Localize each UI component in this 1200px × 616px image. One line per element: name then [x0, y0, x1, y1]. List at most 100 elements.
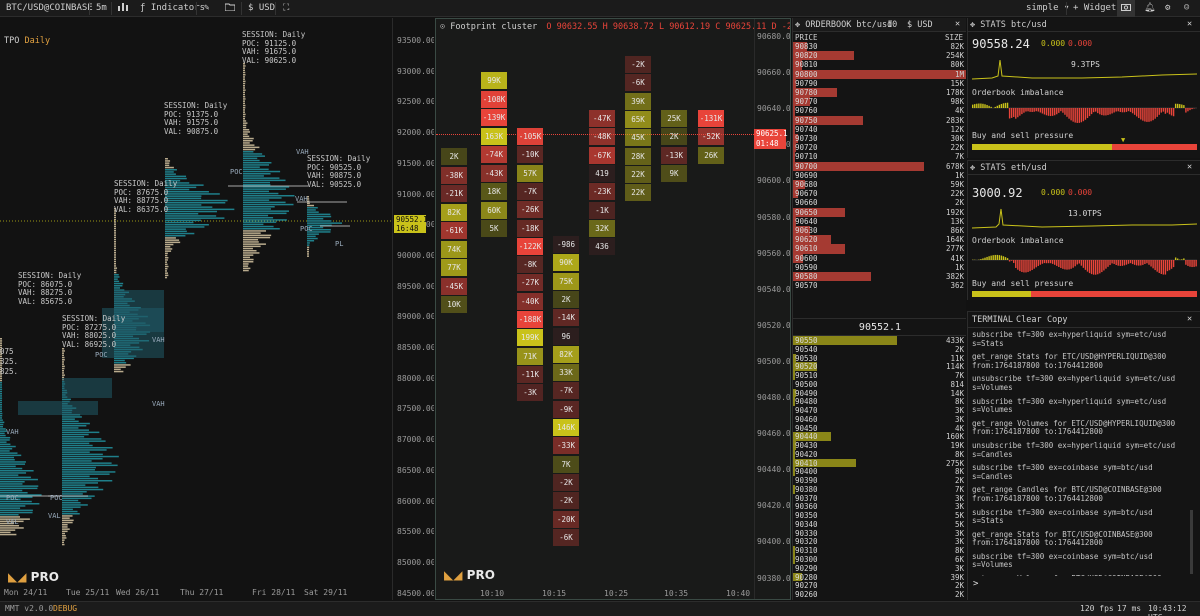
footprint-cell[interactable]: -67K: [589, 146, 615, 164]
drag-handle-icon[interactable]: ✥: [795, 20, 801, 30]
footprint-cell[interactable]: -7K: [517, 182, 543, 200]
orderbook-bid-row[interactable]: 90550 433K: [793, 336, 966, 345]
footprint-cell[interactable]: -13K: [661, 146, 687, 164]
orderbook-ask-row[interactable]: 90690 1K: [793, 171, 966, 180]
orderbook-ask-row[interactable]: 90770 98K: [793, 97, 966, 107]
footprint-cell[interactable]: -7K: [553, 382, 579, 400]
orderbook-ask-row[interactable]: 90650 192K: [793, 207, 966, 217]
notifications-button[interactable]: 🔔︎: [1140, 0, 1159, 17]
orderbook-bid-row[interactable]: 90430 19K: [793, 441, 966, 450]
orderbook-ask-row[interactable]: 90730 30K: [793, 134, 966, 144]
chart-type-button[interactable]: [114, 0, 132, 17]
footprint-cell[interactable]: -6K: [625, 74, 651, 92]
orderbook-ask-row[interactable]: 90600 41K: [793, 253, 966, 263]
drag-handle-icon[interactable]: ✥: [970, 20, 976, 30]
symbol-selector[interactable]: BTC/USD@COINBASE: [6, 3, 93, 13]
footprint-cell[interactable]: -2K: [625, 56, 651, 73]
footprint-cell[interactable]: -10K: [517, 146, 543, 164]
orderbook-bid-row[interactable]: 90300 6K: [793, 555, 966, 564]
footprint-cell[interactable]: -23K: [589, 183, 615, 201]
orderbook-ask-row[interactable]: 90570 362: [793, 281, 966, 290]
orderbook-bid-row[interactable]: 90530 11K: [793, 353, 966, 363]
orderbook-ask-row[interactable]: 90610 277K: [793, 244, 966, 254]
orderbook-bid-row[interactable]: 90490 14K: [793, 388, 966, 398]
add-widget-button[interactable]: + Widget: [1069, 0, 1120, 17]
footprint-cell[interactable]: 75K: [553, 272, 579, 290]
footprint-cell[interactable]: 28K: [625, 147, 651, 165]
orderbook-bid-row[interactable]: 90390 2K: [793, 476, 966, 485]
drag-handle-icon[interactable]: ✥: [970, 163, 976, 173]
footprint-cell[interactable]: 2K: [661, 128, 687, 146]
orderbook-ask-row[interactable]: 90640 13K: [793, 216, 966, 226]
orderbook-ask-row[interactable]: 90780 178K: [793, 88, 966, 98]
folder-button[interactable]: [221, 0, 239, 17]
footprint-cell[interactable]: -20K: [553, 510, 579, 528]
orderbook-ask-row[interactable]: 90580 382K: [793, 272, 966, 282]
fullscreen-button[interactable]: ⛶: [279, 0, 293, 17]
orderbook-ask-row[interactable]: 90660 2K: [793, 198, 966, 207]
footprint-cell[interactable]: 65K: [625, 110, 651, 128]
orderbook-bid-row[interactable]: 90320 3K: [793, 537, 966, 546]
orderbook-bid-row[interactable]: 90470 3K: [793, 406, 966, 415]
orderbook-bid-row[interactable]: 90260 2K: [793, 590, 966, 599]
orderbook-bid-row[interactable]: 90520 114K: [793, 362, 966, 371]
footprint-cell[interactable]: -108K: [481, 90, 507, 108]
settings-button[interactable]: ⚙: [1161, 0, 1174, 17]
footprint-cell[interactable]: -131K: [698, 110, 724, 127]
footprint-cell[interactable]: 26K: [698, 146, 724, 164]
footprint-cell[interactable]: -1K: [589, 201, 615, 219]
footprint-cell[interactable]: 74K: [441, 240, 467, 258]
footprint-cell[interactable]: -61K: [441, 222, 467, 239]
terminal-prompt[interactable]: >: [973, 579, 979, 589]
orderbook-bid-row[interactable]: 90440 160K: [793, 432, 966, 441]
footprint-cell[interactable]: 60K: [481, 201, 507, 219]
footprint-cell[interactable]: -48K: [589, 128, 615, 146]
orderbook-ask-row[interactable]: 90620 164K: [793, 235, 966, 245]
orderbook-ask-row[interactable]: 90750 283K: [793, 115, 966, 125]
footprint-cell[interactable]: -2K: [553, 492, 579, 510]
orderbook-ask-row[interactable]: 90830 82K: [793, 42, 966, 52]
footprint-cell[interactable]: 436: [589, 238, 615, 256]
footprint-cell[interactable]: 9K: [661, 164, 687, 182]
footprint-cell[interactable]: 25K: [661, 110, 687, 127]
footprint-cell[interactable]: 99K: [481, 72, 507, 89]
footprint-cell[interactable]: -26K: [517, 201, 543, 219]
footprint-cell[interactable]: 45K: [625, 129, 651, 147]
orderbook-bid-row[interactable]: 90410 275K: [793, 458, 966, 468]
orderbook-bid-row[interactable]: 90340 5K: [793, 520, 966, 529]
orderbook-ask-row[interactable]: 90790 15K: [793, 78, 966, 88]
footprint-cell[interactable]: 7K: [553, 455, 579, 473]
orderbook-ask-row[interactable]: 90720 22K: [793, 143, 966, 153]
footprint-cell[interactable]: -47K: [589, 110, 615, 127]
footprint-cell[interactable]: 33K: [553, 364, 579, 382]
orderbook-close-button[interactable]: ✕: [955, 19, 960, 29]
orderbook-ask-row[interactable]: 90590 1K: [793, 263, 966, 272]
terminal-scrollbar[interactable]: [1190, 510, 1193, 574]
terminal-close-button[interactable]: ✕: [1187, 314, 1192, 324]
footprint-cell[interactable]: -139K: [481, 109, 507, 126]
indicators-button[interactable]: ƒ Indicators: [136, 0, 209, 17]
orderbook-ask-row[interactable]: 90760 4K: [793, 106, 966, 116]
orderbook-bid-row[interactable]: 90270 2K: [793, 581, 966, 590]
orderbook-bid-row[interactable]: 90360 3K: [793, 502, 966, 511]
footprint-cell[interactable]: 77K: [441, 259, 467, 276]
orderbook-bid-row[interactable]: 90350 5K: [793, 511, 966, 520]
footprint-cell[interactable]: 199K: [517, 329, 543, 347]
footprint-cell[interactable]: -2K: [553, 473, 579, 491]
footprint-price-axis[interactable]: 90680.0090660.0090640.0090620.0090600.00…: [754, 19, 790, 599]
footprint-cell[interactable]: -3K: [517, 384, 543, 402]
orderbook-bid-row[interactable]: 90380 7K: [793, 484, 966, 494]
orderbook-asks[interactable]: 90830 82K 90820 254K 90810 80K 90800 1M 90790 15K…: [793, 42, 966, 292]
orderbook-bid-row[interactable]: 90510 7K: [793, 371, 966, 380]
footprint-cell[interactable]: 82K: [441, 203, 467, 221]
tpo-price-axis[interactable]: 93500.00 93000.00 92500.00 92000.00 91500.00…: [392, 18, 434, 600]
footprint-cell[interactable]: -43K: [481, 164, 507, 182]
footprint-cell[interactable]: 82K: [553, 345, 579, 363]
footprint-cell[interactable]: -52K: [698, 128, 724, 146]
orderbook-ask-row[interactable]: 90670 22K: [793, 189, 966, 199]
footprint-cell[interactable]: 71K: [517, 347, 543, 365]
footprint-cell[interactable]: 22K: [625, 184, 651, 202]
footprint-cell[interactable]: -188K: [517, 311, 543, 328]
orderbook-ask-row[interactable]: 90820 254K: [793, 51, 966, 61]
footprint-cell[interactable]: -27K: [517, 274, 543, 292]
